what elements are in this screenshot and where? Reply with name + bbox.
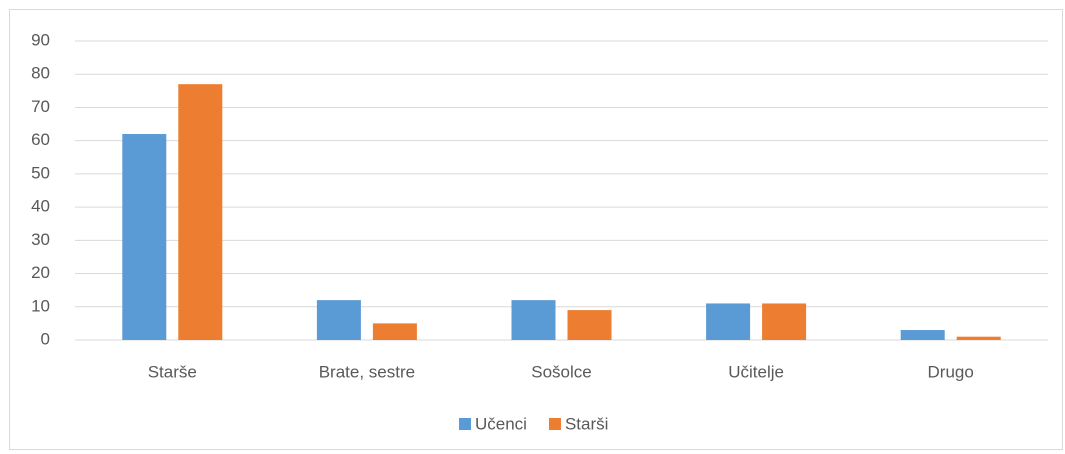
y-tick-label: 80	[31, 64, 50, 83]
bar	[567, 310, 612, 340]
bar	[956, 336, 1001, 340]
x-tick-label: Sošolce	[531, 362, 591, 381]
y-tick-label: 0	[41, 329, 50, 348]
bar	[511, 300, 556, 340]
bar	[316, 300, 361, 340]
y-tick-label: 20	[31, 263, 50, 282]
bar	[762, 303, 807, 340]
legend-label: Starši	[565, 414, 608, 433]
x-tick-label: Drugo	[928, 362, 974, 381]
x-tick-label: Brate, sestre	[319, 362, 415, 381]
legend-swatch	[548, 418, 561, 430]
bar	[900, 330, 945, 340]
bar	[706, 303, 751, 340]
y-tick-label: 70	[31, 97, 50, 116]
y-tick-label: 30	[31, 230, 50, 249]
chart-border	[9, 9, 1063, 450]
y-tick-label: 50	[31, 163, 50, 182]
legend-swatch	[459, 418, 471, 430]
x-tick-label: Učitelje	[728, 362, 784, 381]
bar	[178, 84, 223, 340]
bar	[372, 323, 417, 340]
y-tick-label: 10	[31, 296, 50, 315]
y-tick-label: 40	[31, 197, 50, 216]
bar	[122, 134, 167, 340]
legend-label: Učenci	[475, 414, 527, 433]
y-tick-label: 90	[31, 30, 50, 49]
x-tick-label: Starše	[148, 362, 197, 381]
y-tick-label: 60	[31, 130, 50, 149]
